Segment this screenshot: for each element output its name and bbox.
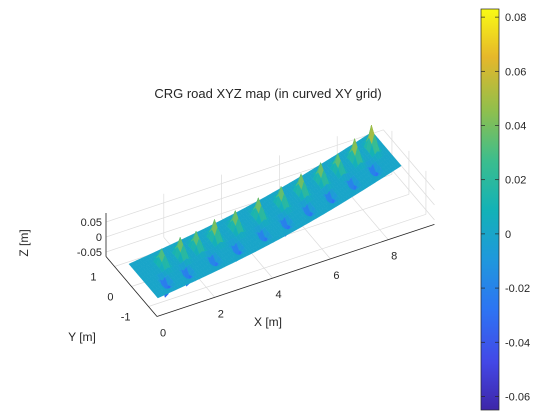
- colorbar-tick-label: 0.08: [505, 12, 526, 24]
- z-tick-label: -0.05: [77, 247, 102, 259]
- z-tick-label: 0.05: [81, 217, 102, 229]
- y-tick-labels: -1 01: [90, 272, 130, 324]
- y-tick-label: -1: [121, 312, 131, 324]
- z-tick-label: 0: [96, 232, 102, 244]
- x-tick-label: 8: [391, 251, 397, 263]
- y-tick-label: 0: [107, 292, 113, 304]
- y-axis-label: Y [m]: [68, 330, 96, 344]
- grid-line: [148, 214, 427, 307]
- chart-title: CRG road XYZ map (in curved XY grid): [154, 86, 381, 101]
- colorbar-tick-label: -0.04: [505, 337, 530, 349]
- y-axis-line: [105, 256, 158, 317]
- x-tick-label: 2: [218, 308, 224, 320]
- grid-line: [383, 129, 435, 191]
- colorbar-tick-label: 0.02: [505, 175, 526, 187]
- surface-patch: [154, 293, 161, 299]
- surface: [128, 125, 402, 299]
- axis-lines: [105, 213, 435, 317]
- z-axis-label: Z [m]: [17, 229, 31, 256]
- z-tick-labels: -0.05 0 0.05: [77, 217, 102, 259]
- x-tick-label: 4: [276, 289, 282, 301]
- colorbar-tick-label: -0.02: [505, 283, 530, 295]
- grid-line: [105, 129, 384, 223]
- x-axis-label: X [m]: [254, 315, 282, 329]
- x-tick-label: 0: [160, 328, 166, 340]
- colorbar-tick-label: 0.06: [505, 66, 526, 78]
- colorbar-ticks: 0.08 0.06 0.04 0.02 0 -0.02 -0.04 -0.06: [481, 12, 530, 403]
- colorbar: 0.08 0.06 0.04 0.02 0 -0.02 -0.04 -0.06: [480, 8, 530, 411]
- colorbar-tick-label: -0.06: [505, 391, 530, 403]
- x-tick-label: 6: [333, 270, 339, 282]
- colorbar-gradient: [480, 8, 500, 411]
- x-axis-line: [156, 223, 435, 317]
- y-tick-label: 1: [90, 272, 96, 284]
- colorbar-tick-label: 0: [505, 229, 511, 241]
- colorbar-tick-label: 0.04: [505, 121, 526, 133]
- x-tick-labels: 0 2 4 6 8: [160, 251, 397, 340]
